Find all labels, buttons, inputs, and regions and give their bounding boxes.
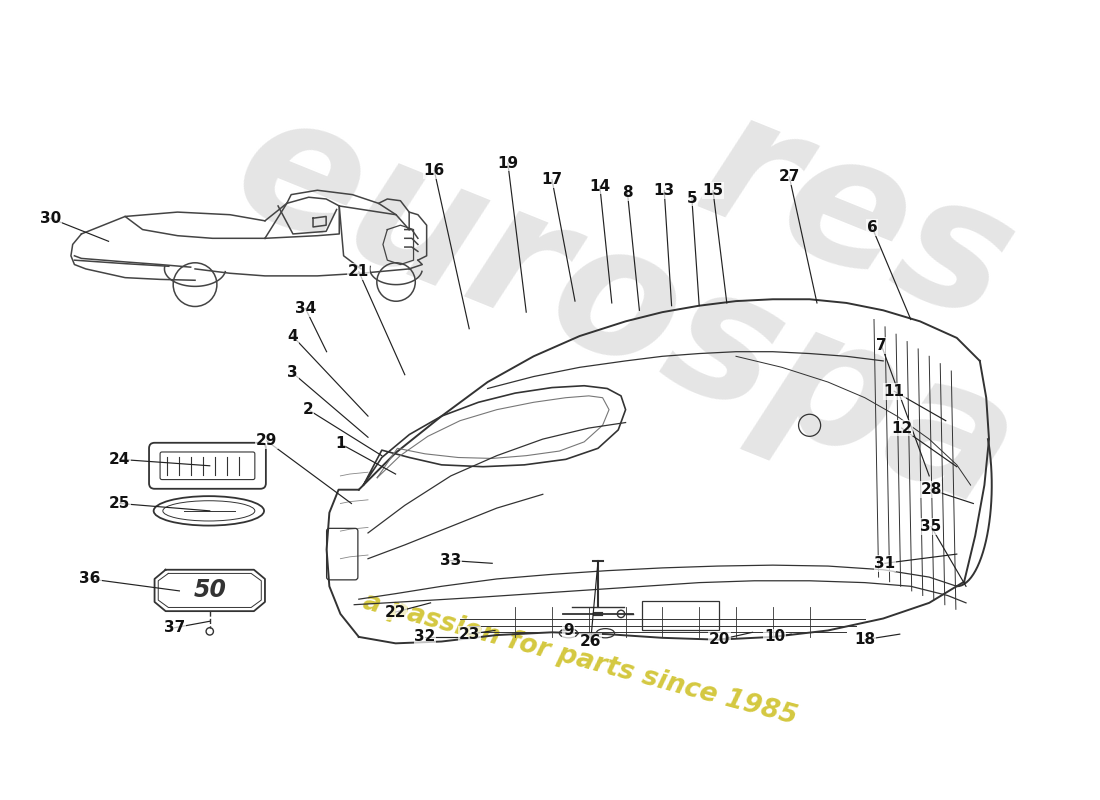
Text: 29: 29: [256, 434, 277, 449]
Text: 23: 23: [459, 626, 480, 642]
Text: res: res: [675, 77, 1036, 359]
Text: 1: 1: [336, 436, 345, 451]
Text: 21: 21: [349, 264, 370, 279]
Text: 22: 22: [385, 605, 406, 619]
Text: 31: 31: [874, 556, 895, 571]
Text: 15: 15: [703, 183, 724, 198]
Text: 11: 11: [883, 384, 904, 398]
Text: 25: 25: [109, 496, 130, 511]
Text: 26: 26: [580, 634, 602, 649]
Text: 12: 12: [891, 421, 912, 435]
Text: 9: 9: [563, 623, 574, 638]
Text: 2: 2: [302, 402, 313, 417]
Text: 13: 13: [653, 183, 674, 198]
Text: 28: 28: [921, 482, 942, 498]
Text: 35: 35: [921, 519, 942, 534]
Text: 32: 32: [415, 630, 436, 645]
Text: 3: 3: [287, 366, 298, 380]
Text: eurospa: eurospa: [211, 74, 1039, 546]
Text: 7: 7: [876, 338, 887, 353]
Text: 14: 14: [590, 178, 610, 194]
Text: 18: 18: [855, 632, 876, 647]
Text: 6: 6: [867, 220, 878, 235]
Text: 33: 33: [440, 553, 461, 568]
Text: 30: 30: [40, 211, 62, 226]
Text: 8: 8: [623, 185, 632, 200]
Text: 17: 17: [541, 172, 562, 187]
Text: 20: 20: [708, 632, 730, 647]
Text: 16: 16: [424, 163, 444, 178]
Text: a passion for parts since 1985: a passion for parts since 1985: [360, 590, 800, 730]
Text: 10: 10: [764, 630, 785, 645]
Text: 24: 24: [109, 452, 130, 467]
Text: 34: 34: [295, 301, 316, 316]
Text: 4: 4: [287, 329, 298, 343]
Text: 27: 27: [779, 170, 800, 185]
Text: 5: 5: [686, 190, 697, 206]
Text: 36: 36: [79, 571, 101, 586]
Text: 37: 37: [164, 620, 186, 635]
Text: 19: 19: [497, 156, 518, 170]
Text: 50: 50: [194, 578, 227, 602]
